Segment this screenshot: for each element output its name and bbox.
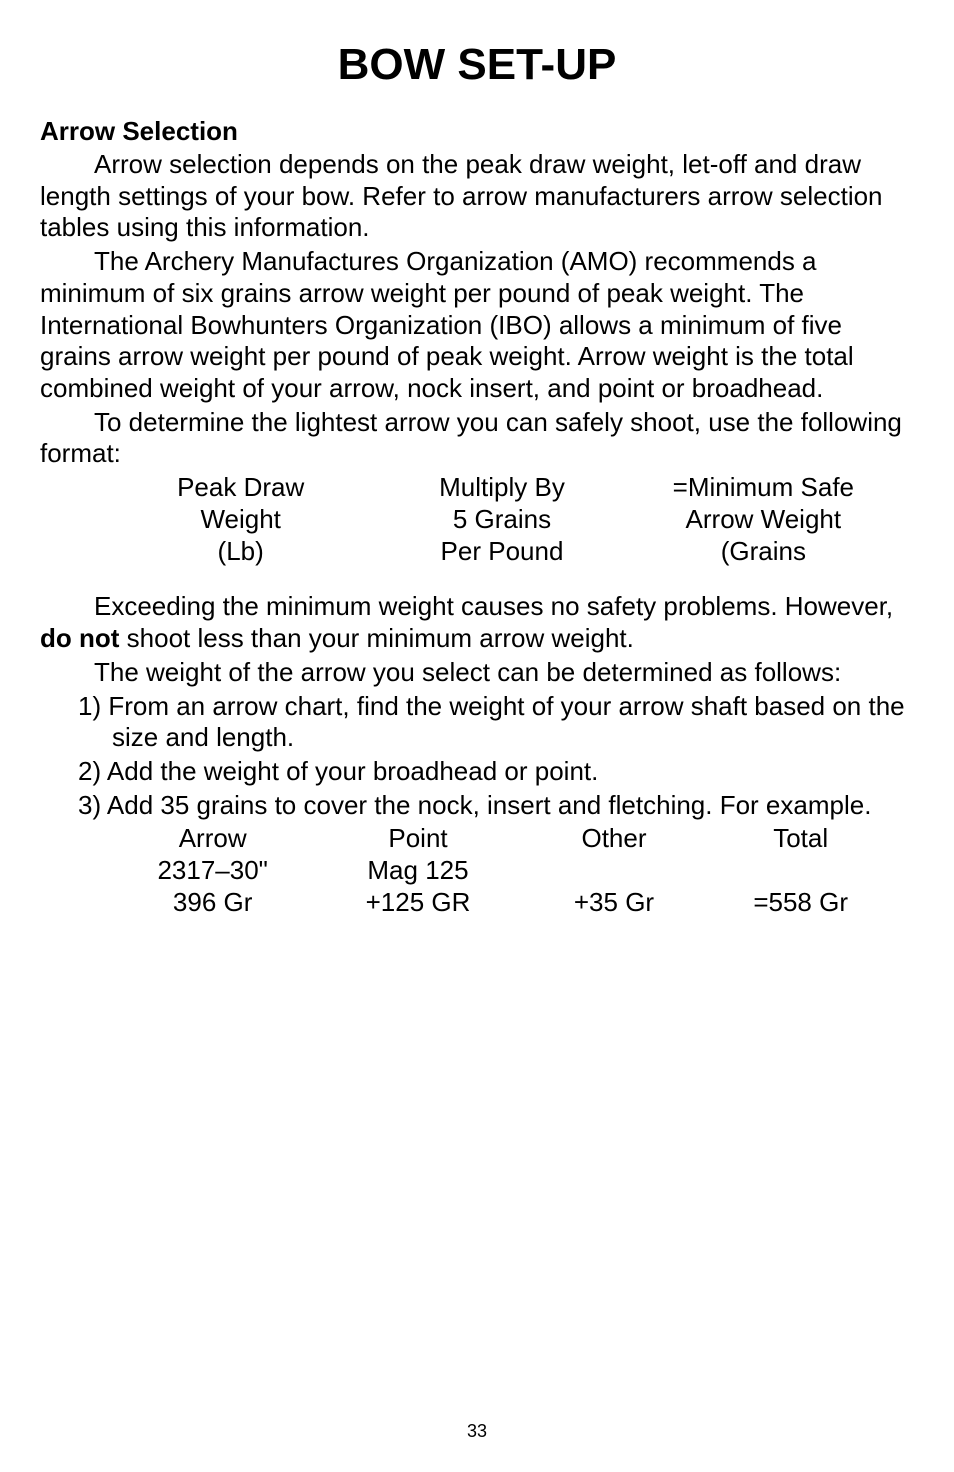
paragraph-determine-lightest: To determine the lightest arrow you can … (40, 407, 914, 470)
document-page: BOW SET-UP Arrow Selection Arrow selecti… (0, 0, 954, 1472)
text: Peak Draw (177, 472, 304, 502)
example-cell (707, 855, 894, 887)
paragraph-amo-ibo: The Archery Manufactures Organization (A… (40, 246, 914, 405)
paragraph-determined-as: The weight of the arrow you select can b… (40, 657, 914, 689)
page-number: 33 (0, 1421, 954, 1442)
example-cell: 2317–30" (110, 855, 315, 887)
text: 5 Grains (453, 504, 551, 534)
example-table: Arrow Point Other Total 2317–30" Mag 125… (110, 823, 894, 918)
paragraph-intro: Arrow selection depends on the peak draw… (40, 149, 914, 244)
example-cell: =558 Gr (707, 887, 894, 919)
text: Arrow Weight (686, 504, 842, 534)
text: =Minimum Safe (673, 472, 854, 502)
example-header-arrow: Arrow (110, 823, 315, 855)
example-cell: +35 Gr (521, 887, 708, 919)
example-cell: +125 GR (315, 887, 520, 919)
text: (Grains (721, 536, 806, 566)
example-cell (521, 855, 708, 887)
format-col-multiply-by: Multiply By 5 Grains Per Pound (371, 472, 632, 567)
format-col-peak-draw: Peak Draw Weight (Lb) (110, 472, 371, 567)
text: Per Pound (441, 536, 564, 566)
text: Weight (200, 504, 280, 534)
example-header-point: Point (315, 823, 520, 855)
example-cell: Mag 125 (315, 855, 520, 887)
section-heading-arrow-selection: Arrow Selection (40, 116, 914, 147)
paragraph-exceeding: Exceeding the minimum weight causes no s… (40, 591, 914, 654)
do-not-bold: do not (40, 623, 119, 653)
page-title: BOW SET-UP (40, 40, 914, 90)
list-item-2: 2) Add the weight of your broadhead or p… (112, 756, 914, 788)
example-header-total: Total (707, 823, 894, 855)
text: Multiply By (439, 472, 565, 502)
text: shoot less than your minimum arrow weigh… (119, 623, 633, 653)
example-cell: 396 Gr (110, 887, 315, 919)
format-table: Peak Draw Weight (Lb) Multiply By 5 Grai… (110, 472, 894, 567)
text: Exceeding the minimum weight causes no s… (94, 591, 893, 621)
text: (Lb) (218, 536, 264, 566)
list-item-3: 3) Add 35 grains to cover the nock, inse… (112, 790, 914, 822)
list-item-1: 1) From an arrow chart, find the weight … (112, 691, 914, 754)
format-col-minimum-safe: =Minimum Safe Arrow Weight (Grains (633, 472, 894, 567)
example-header-other: Other (521, 823, 708, 855)
